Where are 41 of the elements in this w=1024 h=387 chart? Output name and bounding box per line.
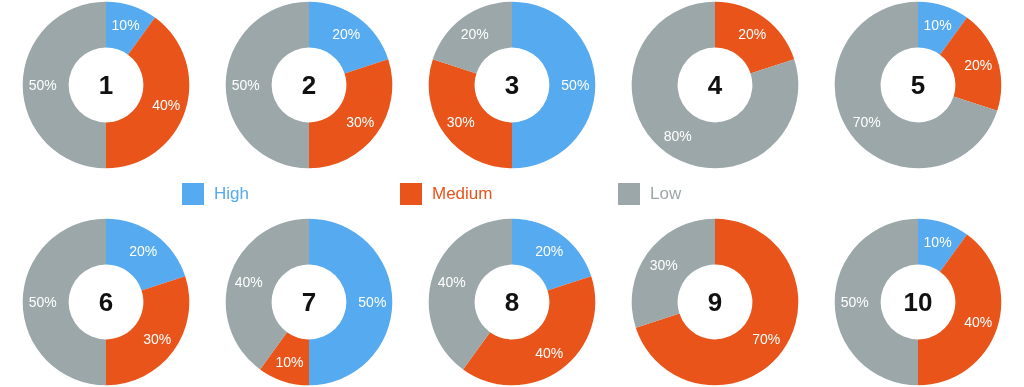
data-label: 40% [152, 96, 181, 113]
data-label: 20% [535, 242, 564, 259]
data-label: 40% [535, 345, 564, 362]
data-label: 50% [840, 294, 869, 310]
data-label: 30% [143, 331, 172, 348]
text: 10 [903, 287, 933, 317]
data-label: 10% [275, 354, 304, 371]
data-label: 30% [346, 114, 375, 131]
data-label: 10% [111, 16, 140, 33]
text: 1 [98, 70, 114, 100]
text: 8 [504, 287, 520, 317]
data-label: 20% [129, 242, 158, 259]
data-label: 80% [663, 128, 692, 145]
data-label: 50% [28, 77, 57, 93]
data-label: 70% [852, 114, 881, 131]
data-label: 50% [561, 77, 590, 93]
data-label: 40% [437, 274, 466, 291]
data-label: 70% [752, 331, 781, 348]
data-label: 20% [332, 25, 361, 42]
data-label: 20% [738, 25, 767, 42]
data-label: 50% [28, 294, 57, 310]
data-label: 40% [234, 274, 263, 291]
data-label: 40% [964, 313, 993, 330]
text: 2 [301, 70, 317, 100]
data-label: 10% [923, 16, 952, 33]
data-label: 50% [231, 77, 260, 93]
text: 6 [98, 287, 114, 317]
text: 7 [301, 287, 317, 317]
data-label: 20% [460, 25, 489, 42]
legend-label: Low [650, 183, 682, 204]
text: 3 [504, 70, 520, 100]
legend-label: Medium [432, 183, 493, 204]
data-label: 20% [964, 57, 993, 74]
data-label: 10% [923, 233, 952, 250]
data-label: 30% [446, 114, 475, 131]
text: 9 [707, 287, 723, 317]
text: 4 [707, 70, 723, 100]
data-label: 30% [649, 256, 678, 273]
text: 5 [910, 70, 926, 100]
data-label: 50% [358, 294, 387, 310]
legend-label: High [214, 183, 249, 204]
